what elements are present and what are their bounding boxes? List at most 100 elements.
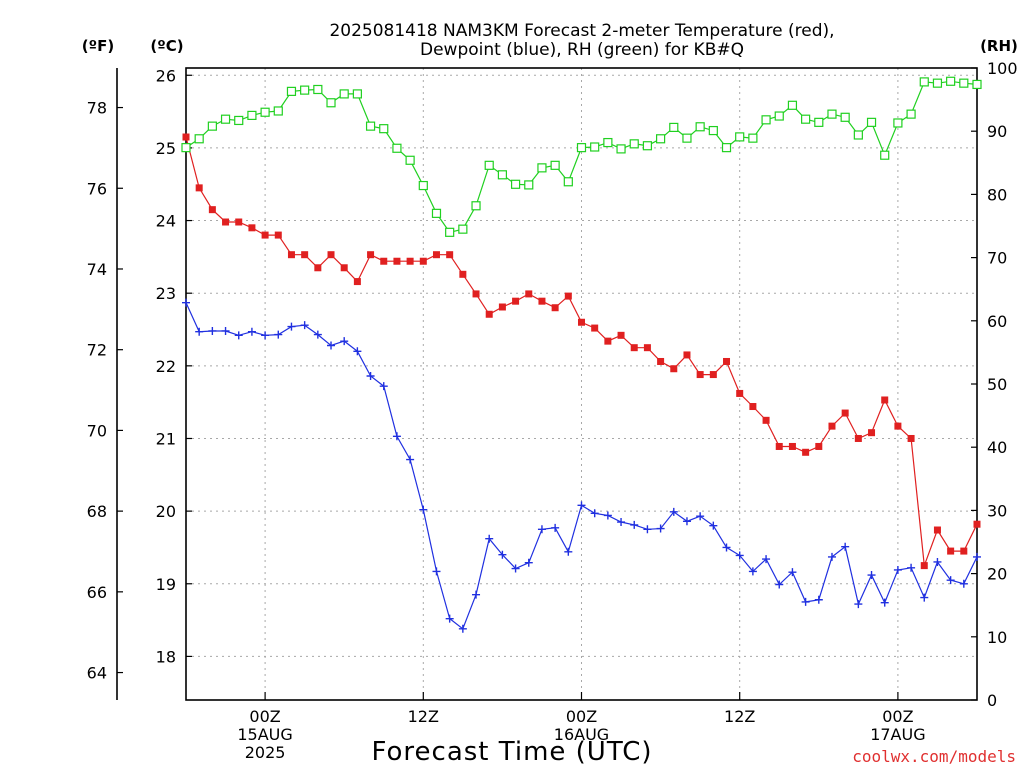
rh-point [484, 160, 494, 170]
rh-point [207, 121, 217, 131]
dewpoint-point [735, 551, 744, 560]
rh-point [273, 106, 283, 116]
temperature-point [485, 310, 493, 318]
dewpoint-point [801, 597, 810, 606]
rh-tick-label: 0 [987, 691, 997, 710]
rh-point [392, 143, 402, 153]
dewpoint-point [445, 614, 454, 623]
rh-point [629, 139, 639, 149]
dewpoint-point [313, 330, 322, 339]
rh-point [748, 133, 758, 143]
temperature-point [973, 520, 981, 528]
dewpoint-point [841, 542, 850, 551]
rh-point [590, 142, 600, 152]
rh-point [234, 115, 244, 126]
temperature-point [907, 434, 915, 442]
temperature-point [670, 365, 678, 373]
x-tick-label: 00Z [249, 707, 280, 726]
rh-point [893, 118, 903, 128]
dewpoint-point [195, 327, 204, 336]
rh-point [880, 150, 890, 160]
rh-point [932, 78, 943, 88]
rh-point [405, 155, 415, 165]
celsius-tick-label: 20 [156, 502, 176, 521]
fahrenheit-tick-label: 76 [87, 179, 107, 198]
rh-tick-label: 10 [987, 628, 1007, 647]
temperature-point [933, 526, 941, 534]
temperature-point [274, 231, 282, 239]
rh-point [194, 134, 204, 144]
dewpoint-point [854, 600, 863, 609]
rh-point [655, 134, 666, 144]
x-tick-label: 16AUG [554, 725, 609, 744]
dewpoint-point [392, 432, 401, 441]
temperature-point [301, 251, 309, 259]
rh-point [774, 111, 784, 121]
temperature-point [868, 429, 876, 437]
rh-tick-label: 70 [987, 249, 1007, 268]
dewpoint-point [182, 298, 190, 307]
dewpoint-point [682, 517, 691, 526]
x-tick-label: 00Z [566, 707, 597, 726]
dewpoint-point [247, 327, 256, 336]
dewpoint-point [458, 624, 467, 633]
temperature-point [617, 331, 625, 339]
x-tick-label: 17AUG [870, 725, 925, 744]
temperature-point [314, 264, 322, 272]
temperature-point [380, 257, 388, 265]
celsius-tick-label: 22 [156, 357, 176, 376]
dewpoint-point [788, 568, 797, 577]
rh-point [510, 179, 521, 189]
rh-point [181, 143, 191, 153]
celsius-tick-label: 24 [156, 212, 176, 231]
rh-point [352, 89, 362, 99]
rh-point [471, 201, 481, 211]
rh-point [616, 144, 626, 154]
temperature-point [432, 251, 440, 259]
rh-point [550, 160, 560, 170]
dewpoint-point [511, 564, 520, 573]
fahrenheit-tick-label: 74 [87, 260, 107, 279]
temperature-point [894, 422, 902, 430]
temperature-point [960, 547, 968, 555]
dewpoint-point [893, 565, 902, 574]
rh-point [959, 78, 969, 88]
rh-point [669, 122, 679, 133]
rh-point [497, 170, 507, 180]
rh-point [524, 180, 534, 190]
rh-point [853, 130, 863, 140]
dewpoint-point [946, 576, 955, 585]
dewpoint-point [762, 555, 771, 564]
temperature-point [406, 257, 414, 265]
rh-point [906, 109, 916, 119]
temperature-point [353, 278, 361, 286]
dewpoint-point [340, 337, 349, 346]
dewpoint-point [643, 525, 652, 534]
rh-tick-label: 50 [987, 375, 1007, 394]
temperature-point [947, 547, 955, 555]
temperature-point [512, 297, 520, 305]
rh-point [431, 208, 442, 218]
temperature-point [208, 206, 216, 214]
celsius-tick-label: 21 [156, 429, 176, 448]
rh-point [313, 84, 323, 95]
rh-point [827, 109, 837, 119]
fahrenheit-unit-label: (ºF) [82, 37, 114, 55]
temperature-point [723, 357, 731, 365]
dewpoint-point [907, 563, 916, 572]
temperature-point [525, 290, 533, 298]
rh-point [603, 137, 613, 148]
x-tick-label: 00Z [882, 707, 913, 726]
rh-point [365, 121, 376, 131]
temperature-point [248, 224, 256, 232]
rh-point [458, 224, 468, 234]
dewpoint-point [208, 326, 217, 335]
temperature-point [762, 416, 770, 424]
chart-axes: 18 19 20 21 22 23 24 25 26 0 10 20 30 40 50 60 70 80 90 100… [87, 59, 1018, 762]
x-axis-title: Forecast Time (UTC) [371, 737, 652, 767]
dewpoint-point [472, 590, 481, 599]
temperature-point [498, 303, 506, 311]
rh-point [260, 107, 270, 117]
temperature-point [630, 344, 638, 352]
